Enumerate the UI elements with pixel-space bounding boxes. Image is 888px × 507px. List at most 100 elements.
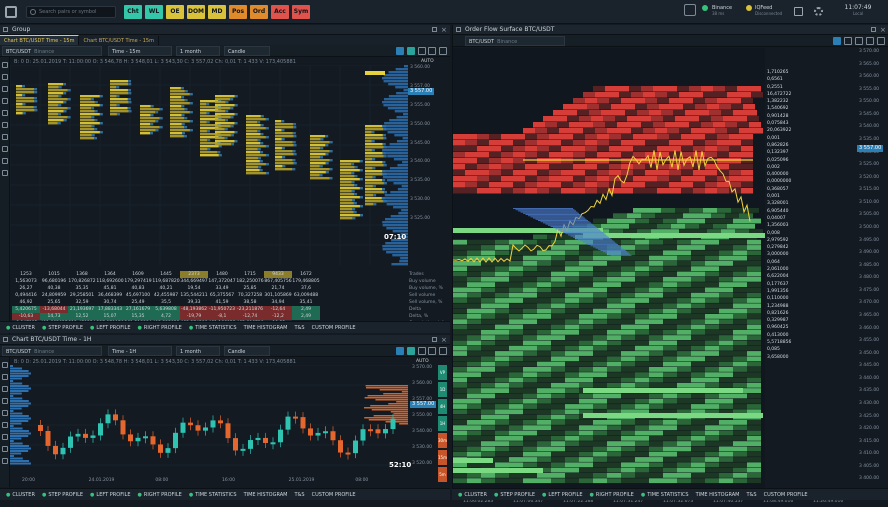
line-tool-icon[interactable] [2, 386, 8, 392]
text-tool-icon[interactable] [2, 146, 8, 152]
tab-chart-15m-1[interactable]: Chart BTC/USDT Time - 15m [0, 35, 80, 45]
line-tool-icon[interactable] [2, 86, 8, 92]
ray-tool-icon[interactable] [2, 398, 8, 404]
camera-icon[interactable] [428, 347, 436, 355]
timeframe-tag-30m[interactable]: 30m [438, 433, 447, 448]
of-symbol-select[interactable]: BTC/USDT Binance [465, 36, 565, 46]
timeframe-select[interactable]: Time - 15m [108, 46, 172, 56]
maximize-icon[interactable] [432, 337, 437, 342]
bottom-tool-step-profile[interactable]: ● STEP PROFILE [41, 325, 84, 331]
channel-tool-icon[interactable] [2, 410, 8, 416]
lb-style-select[interactable]: Candle [224, 346, 270, 356]
tool-button-pos[interactable]: Pos [229, 5, 247, 19]
bottom-tool-custom-profile[interactable]: CUSTOM PROFILE [311, 325, 356, 331]
crosshair-icon[interactable] [396, 47, 404, 55]
ray-tool-icon[interactable] [2, 98, 8, 104]
bottom-tool-cluster[interactable]: ● CLUSTER [6, 325, 35, 331]
lock-icon[interactable] [418, 47, 426, 55]
lb-symbol-select[interactable]: BTC/USDT Binance [2, 346, 102, 356]
conn-iqfeed[interactable]: IQFeed Disconnected [755, 5, 782, 16]
bottom-tool-time-statistics[interactable]: ● TIME STATISTICS [640, 492, 689, 498]
bottom-tool-cluster[interactable]: ● CLUSTER [458, 492, 487, 498]
order-flow-surface[interactable] [453, 48, 765, 488]
conn-binance[interactable]: Binance 38 ms [712, 5, 732, 16]
lb-price-axis[interactable]: 3 570.00 3 560.00 3 557.00 3 550.00 3 540.00… [410, 365, 438, 477]
tool-button-cht[interactable]: Cht [124, 5, 142, 19]
tool-button-md[interactable]: MD [208, 5, 226, 19]
trash-icon[interactable] [866, 37, 874, 45]
lb-timeframe-select[interactable]: Time - 1H [108, 346, 172, 356]
bottom-tool-time-statistics[interactable]: ● TIME STATISTICS [188, 492, 237, 498]
bottom-tool-cluster[interactable]: ● CLUSTER [6, 492, 35, 498]
lb-range-select[interactable]: 1 month [176, 346, 220, 356]
fib-tool-icon[interactable] [2, 122, 8, 128]
text-tool-icon[interactable] [2, 446, 8, 452]
timeframe-tag-15m[interactable]: 15m [438, 450, 447, 465]
trash-icon[interactable] [2, 170, 8, 176]
rect-tool-icon[interactable] [2, 134, 8, 140]
ruler-tool-icon[interactable] [2, 158, 8, 164]
lb-auto-scale-toggle[interactable]: AUTO [416, 359, 429, 364]
bottom-tool-left-profile[interactable]: ● LEFT PROFILE [90, 325, 131, 331]
rect-tool-icon[interactable] [2, 434, 8, 440]
cursor-icon[interactable] [2, 362, 8, 368]
camera-icon[interactable] [855, 37, 863, 45]
lock-icon[interactable] [844, 37, 852, 45]
tool-button-wl[interactable]: WL [145, 5, 163, 19]
tab-chart-15m-2[interactable]: Chart BTC/USDT Time - 15m [79, 36, 159, 46]
gear-icon[interactable] [814, 7, 823, 16]
bottom-tool-step-profile[interactable]: ● STEP PROFILE [41, 492, 84, 498]
timeframe-tag-4h[interactable]: 4H [438, 399, 447, 414]
candle-chart[interactable] [10, 365, 410, 477]
of-price-axis[interactable]: 3 570.00 3 565.00 3 560.00 3 555.00 3 550.00… [857, 49, 888, 489]
bottom-tool-right-profile[interactable]: ● RIGHT PROFILE [589, 492, 634, 498]
close-icon[interactable]: × [441, 26, 447, 34]
bottom-tool-left-profile[interactable]: ● LEFT PROFILE [542, 492, 583, 498]
bottom-tool-time-histogram[interactable]: TIME HISTOGRAM [243, 325, 288, 331]
tool-button-sym[interactable]: Sym [292, 5, 310, 19]
tool-button-ord[interactable]: Ord [250, 5, 268, 19]
cluster-chart[interactable] [10, 65, 408, 295]
bottom-tool-time-histogram[interactable]: TIME HISTOGRAM [243, 492, 288, 498]
bottom-tool-time-histogram[interactable]: TIME HISTOGRAM [695, 492, 740, 498]
search-input[interactable]: Search pairs or symbol [26, 6, 116, 18]
camera-icon[interactable] [428, 47, 436, 55]
bottom-tool-custom-profile[interactable]: CUSTOM PROFILE [763, 492, 808, 498]
auto-scale-toggle[interactable]: AUTO [421, 59, 434, 64]
crosshair-icon[interactable] [396, 347, 404, 355]
bottom-tool-t-s[interactable]: T&S [746, 492, 757, 498]
timeframe-tag-1d[interactable]: 1D [438, 382, 447, 397]
tool-button-oe[interactable]: OE [166, 5, 184, 19]
bottom-tool-time-statistics[interactable]: ● TIME STATISTICS [188, 325, 237, 331]
connection-icon[interactable] [684, 4, 696, 16]
maximize-icon[interactable] [871, 27, 876, 32]
ruler-tool-icon[interactable] [2, 458, 8, 464]
channel-tool-icon[interactable] [2, 110, 8, 116]
notes-icon[interactable] [794, 7, 803, 16]
bottom-tool-step-profile[interactable]: ● STEP PROFILE [493, 492, 536, 498]
close-icon[interactable]: × [880, 26, 886, 34]
price-axis[interactable]: 3 560.00 3 557.00 3 555.00 3 550.00 3 545.00… [408, 65, 450, 295]
crosshair-tool-icon[interactable] [2, 74, 8, 80]
timeframe-tag-5m[interactable]: 5m [438, 467, 447, 482]
cursor-icon[interactable] [2, 62, 8, 68]
symbol-select[interactable]: BTC/USDT Binance [2, 46, 102, 56]
lock-icon[interactable] [418, 347, 426, 355]
bottom-tool-custom-profile[interactable]: CUSTOM PROFILE [311, 492, 356, 498]
surface-settings-icon[interactable] [877, 37, 885, 45]
fib-tool-icon[interactable] [2, 422, 8, 428]
crosshair-icon[interactable] [833, 37, 841, 45]
tool-button-acc[interactable]: Acc [271, 5, 289, 19]
crosshair-tool-icon[interactable] [2, 374, 8, 380]
timeframe-tag-1h[interactable]: 1H [438, 416, 447, 431]
template-icon[interactable] [407, 47, 415, 55]
chart-settings-icon[interactable] [439, 47, 447, 55]
style-select[interactable]: Candle [224, 46, 270, 56]
bottom-tool-right-profile[interactable]: ● RIGHT PROFILE [137, 325, 182, 331]
bottom-tool-right-profile[interactable]: ● RIGHT PROFILE [137, 492, 182, 498]
tool-button-dom[interactable]: DOM [187, 5, 205, 19]
range-select[interactable]: 1 month [176, 46, 220, 56]
bottom-tool-left-profile[interactable]: ● LEFT PROFILE [90, 492, 131, 498]
chart-settings-icon[interactable] [439, 347, 447, 355]
bottom-tool-t-s[interactable]: T&S [294, 492, 305, 498]
